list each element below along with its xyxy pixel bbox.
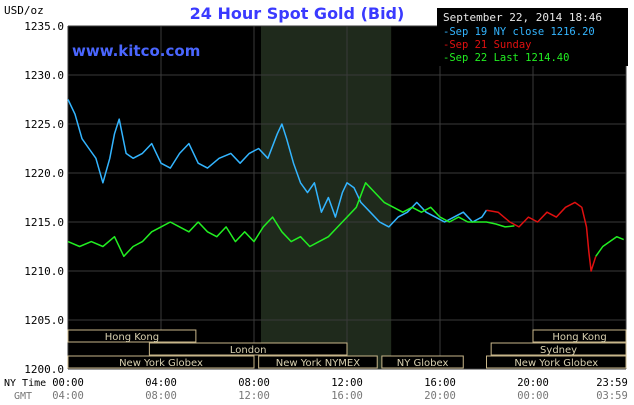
gmt-tick-label: 20:00 xyxy=(424,390,456,402)
gmt-tick-label: 16:00 xyxy=(331,390,363,402)
session-bar xyxy=(486,355,627,369)
legend: September 22, 2014 18:46 -Sep 19 NY clos… xyxy=(437,8,628,66)
legend-label-sep21: Sep 21 Sunday xyxy=(449,39,531,51)
grid-lines xyxy=(67,25,627,370)
session-bar xyxy=(67,329,197,343)
session-label: NY Globex xyxy=(397,358,449,369)
legend-item-sep22: -Sep 22 Last 1214.40 xyxy=(443,52,569,64)
kitco-watermark: www.kitco.com xyxy=(72,42,200,60)
y-tick-label: 1230.0 xyxy=(24,69,64,82)
ny-tick-label: 04:00 xyxy=(145,377,177,389)
y-axis-unit-label: USD/oz xyxy=(4,4,44,17)
session-bar xyxy=(67,355,255,369)
y-tick-label: 1200.0 xyxy=(24,363,64,376)
session-label: New York Globex xyxy=(119,358,203,369)
series-1 xyxy=(486,201,597,272)
x-axis-labels: NY Time GMT 00:0004:0004:0008:0008:0012:… xyxy=(4,377,628,402)
series-line xyxy=(67,182,515,258)
ny-tick-label: 16:00 xyxy=(424,377,456,389)
ny-tick-label: 20:00 xyxy=(517,377,549,389)
y-tick-label: 1205.0 xyxy=(24,314,64,327)
gmt-tick-label: 00:00 xyxy=(517,390,549,402)
session-bar xyxy=(148,342,348,356)
session-label: Sydney xyxy=(540,345,577,356)
gmt-label: GMT xyxy=(14,391,32,402)
session-label: New York Globex xyxy=(514,358,598,369)
gmt-tick-label: 03:59 xyxy=(596,390,628,402)
session-label: New York NYMEX xyxy=(276,358,361,369)
session-label: London xyxy=(230,345,267,356)
session-bar xyxy=(381,355,464,369)
ny-tick-label: 08:00 xyxy=(238,377,270,389)
price-series xyxy=(67,99,624,272)
session-bar xyxy=(490,342,627,356)
legend-item-sep19: -Sep 19 NY close 1216.20 xyxy=(443,26,595,38)
y-tick-label: 1225.0 xyxy=(24,118,64,131)
series-2 xyxy=(67,182,624,258)
session-label: Hong Kong xyxy=(105,332,159,343)
session-bar xyxy=(532,329,627,343)
ny-tick-label: 00:00 xyxy=(52,377,84,389)
session-bar xyxy=(258,355,378,369)
series-line xyxy=(595,235,624,257)
chart-date: September 22, 2014 18:46 xyxy=(443,11,602,24)
y-tick-label: 1220.0 xyxy=(24,167,64,180)
y-tick-labels: 1235.0 1230.0 1225.0 1220.0 1215.0 1210.0 1205… xyxy=(24,20,64,376)
legend-item-sep21: -Sep 21 Sunday xyxy=(443,39,532,51)
nymex-session-shading xyxy=(260,26,392,369)
y-tick-label: 1235.0 xyxy=(24,20,64,33)
ny-tick-label: 23:59 xyxy=(596,377,628,389)
session-label: Hong Kong xyxy=(552,332,606,343)
chart-title: 24 Hour Spot Gold (Bid) xyxy=(190,4,405,23)
series-line xyxy=(486,201,597,272)
gmt-tick-label: 12:00 xyxy=(238,390,270,402)
legend-box xyxy=(437,8,628,66)
y-tick-label: 1215.0 xyxy=(24,216,64,229)
legend-label-sep19: Sep 19 NY close 1216.20 xyxy=(449,26,594,38)
gmt-tick-label: 04:00 xyxy=(52,390,84,402)
ny-time-label: NY Time xyxy=(4,378,46,389)
market-session-bars: Hong Kong Hong Kong London Sydney New York G… xyxy=(67,329,627,369)
y-tick-label: 1210.0 xyxy=(24,265,64,278)
ny-tick-label: 12:00 xyxy=(331,377,363,389)
legend-label-sep22: Sep 22 Last 1214.40 xyxy=(449,52,569,64)
gmt-tick-label: 08:00 xyxy=(145,390,177,402)
